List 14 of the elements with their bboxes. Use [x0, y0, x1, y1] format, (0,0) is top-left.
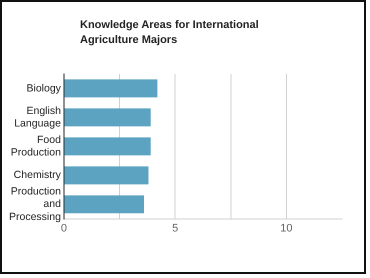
- x-tick-label: 0: [60, 222, 68, 234]
- bar: [64, 137, 151, 156]
- bar: [64, 79, 158, 98]
- bar: [64, 195, 144, 214]
- y-tick-label: Chemistry: [14, 169, 62, 182]
- y-tick-label: Food Production: [10, 134, 62, 159]
- y-tick-label: English Language: [14, 104, 62, 130]
- y-tick-label: Production and Processing: [8, 186, 62, 223]
- bar: [64, 166, 148, 184]
- chart-title: Knowledge Areas for International Agriculture Majors: [80, 18, 260, 48]
- x-tick-label: 5: [172, 222, 178, 234]
- bar: [64, 108, 151, 126]
- x-tick-label: 10: [280, 222, 293, 234]
- y-tick-label: Biology: [26, 82, 62, 94]
